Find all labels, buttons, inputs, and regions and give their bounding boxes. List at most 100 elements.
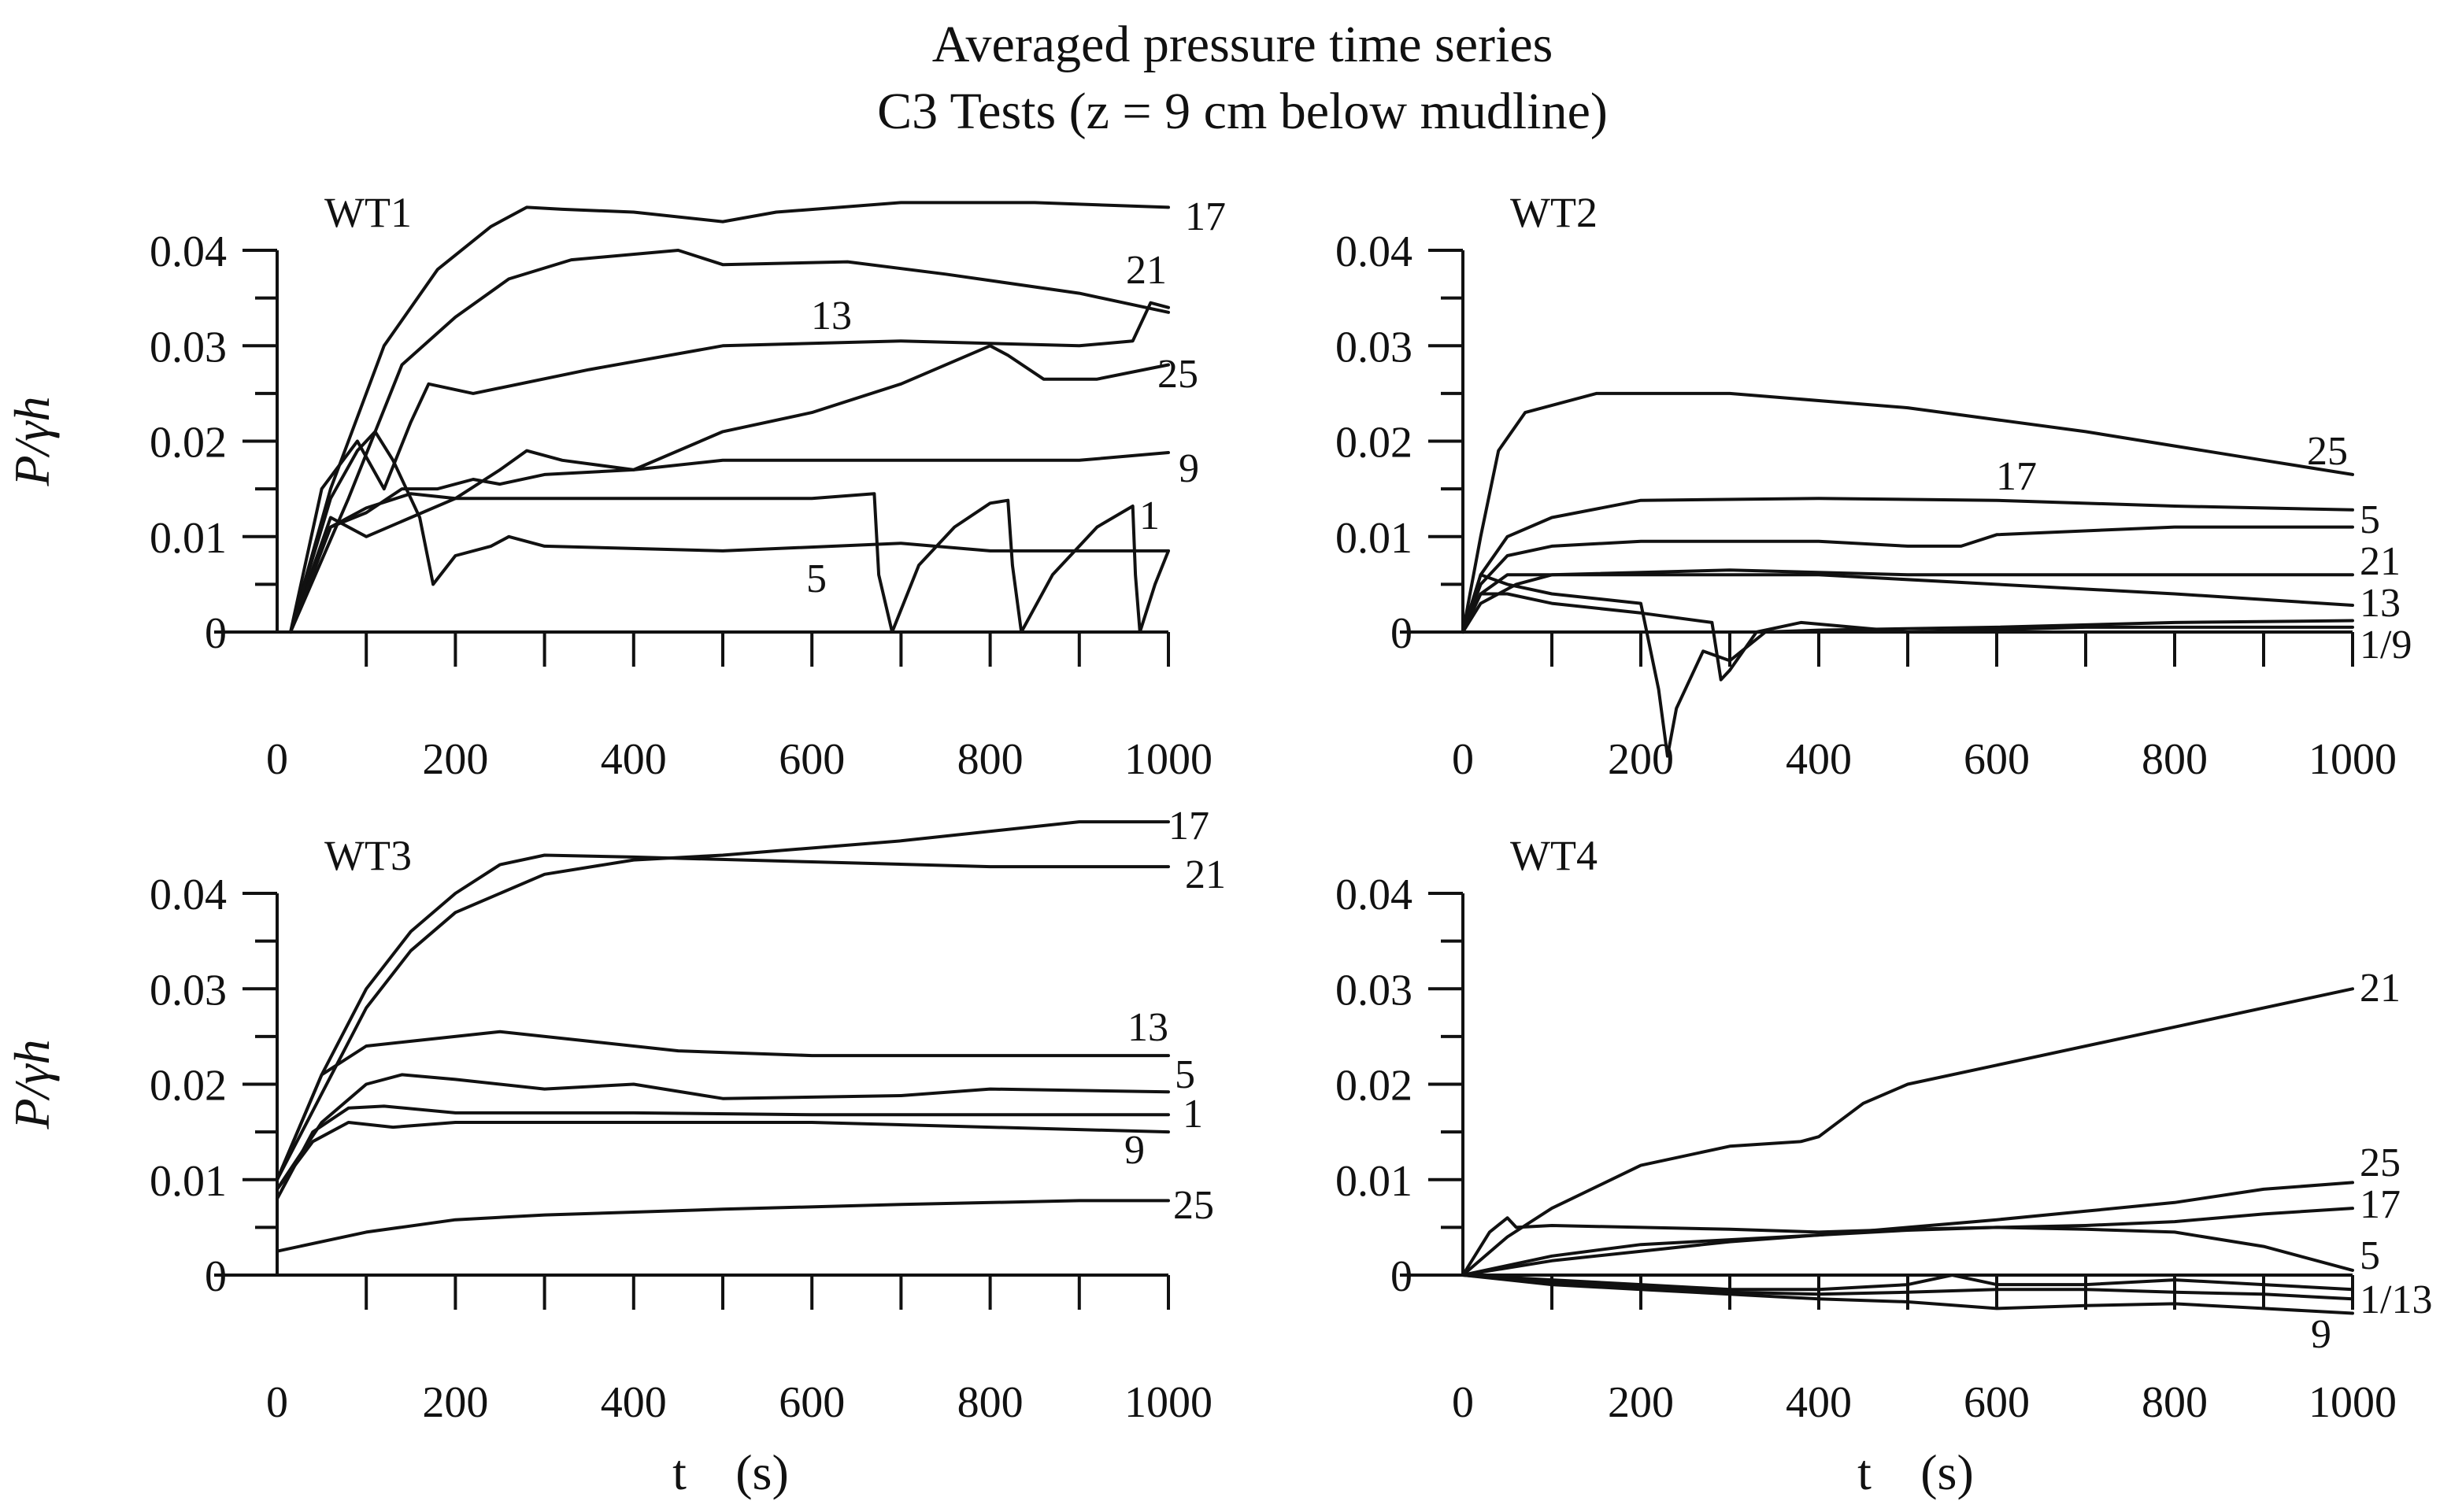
y-tick-label: 0.03 <box>150 966 227 1015</box>
series-line-9 <box>1461 592 2354 682</box>
x-tick-label: 200 <box>422 1378 488 1427</box>
figure-title-line2: C3 Tests (z = 9 cm below mudline) <box>877 83 1608 140</box>
series-label: 5 <box>2360 497 2380 542</box>
series-line-21 <box>1461 568 2354 634</box>
y-tick-label: 0.04 <box>1335 871 1412 919</box>
series-label: 21 <box>2360 966 2401 1011</box>
y-tick-label: 0.01 <box>1335 1157 1412 1206</box>
y-axis-label: P/γh <box>4 396 60 486</box>
y-tick-label: 0.03 <box>1335 966 1412 1015</box>
series-label: 13 <box>2360 581 2401 626</box>
series-label: 5 <box>806 556 827 601</box>
series-label: 13 <box>811 294 852 338</box>
y-tick-label: 0 <box>1390 609 1412 658</box>
series-label: 5 <box>1175 1052 1195 1097</box>
series-line-1 <box>289 492 1170 634</box>
x-tick-label: 600 <box>779 735 845 784</box>
series-line-25 <box>1461 1181 2354 1277</box>
x-tick-label: 800 <box>2142 1378 2208 1427</box>
series-label: 25 <box>2360 1140 2401 1185</box>
series-line-5 <box>276 1073 1170 1191</box>
series-line-25 <box>1461 391 2354 634</box>
panels: 00.010.020.030.040 200 400 600 800 1000WT1P/γ… <box>4 189 2432 1500</box>
series-line-17 <box>276 820 1170 1181</box>
x-tick-label: 0 <box>266 735 288 784</box>
x-tick-label: 0 <box>1452 1378 1474 1427</box>
series-label: 17 <box>1185 194 1226 239</box>
series-line-13 <box>1461 573 2354 634</box>
series-label: 25 <box>1157 352 1198 397</box>
x-tick-label: 0 <box>1452 735 1474 784</box>
series-line-13 <box>289 301 1170 634</box>
x-tick-label: 200 <box>422 735 488 784</box>
series-label: 17 <box>1168 804 1209 848</box>
series-label: 21 <box>1126 248 1167 293</box>
y-tick-label: 0.01 <box>150 1157 227 1206</box>
y-tick-label: 0 <box>205 609 227 658</box>
x-tick-label: 0 <box>266 1378 288 1427</box>
x-tick-label: 800 <box>957 1378 1024 1427</box>
panel-title: WT1 <box>324 189 412 236</box>
x-tick-label: 400 <box>601 1378 667 1427</box>
series-label: 25 <box>2307 429 2348 474</box>
x-tick-label: 1000 <box>2308 1378 2397 1427</box>
x-tick-label: 1000 <box>1124 1378 1213 1427</box>
x-tick-label: 1000 <box>2308 735 2397 784</box>
x-tick-label: 600 <box>779 1378 845 1427</box>
series-label: 21 <box>2360 539 2401 584</box>
x-tick-label: 200 <box>1608 735 1674 784</box>
series-label: 17 <box>1996 454 2037 499</box>
y-tick-label: 0 <box>205 1252 227 1301</box>
series-label: 9 <box>1124 1128 1145 1173</box>
series-label: 1 <box>1139 494 1160 538</box>
y-tick-label: 0.02 <box>150 1062 227 1111</box>
series-label: 9 <box>1179 446 1199 491</box>
series-line-21 <box>1461 987 2354 1277</box>
series-label: 5 <box>2360 1233 2380 1278</box>
y-tick-label: 0.04 <box>150 871 227 919</box>
series-line-13 <box>1461 1274 2354 1301</box>
series-line-13 <box>276 1030 1170 1181</box>
panel-wt1: 0 0.01 0.02 0.03 0.04 0 200 400 600 800 1000 WT1 P/γ… <box>4 189 1226 784</box>
y-tick-label: 0.04 <box>150 227 227 276</box>
series-label: 17 <box>2360 1182 2401 1227</box>
series-label: 13 <box>1127 1005 1168 1050</box>
series-line-1 <box>1461 573 2354 758</box>
x-axis-label-t: t <box>672 1444 687 1500</box>
series-label: 1 <box>1183 1092 1203 1137</box>
series-line-1 <box>1461 1274 2354 1292</box>
series-line-17 <box>1461 1207 2354 1277</box>
y-tick-label: 0 <box>1390 1252 1412 1301</box>
series-label: 25 <box>1173 1183 1214 1228</box>
series-line-5 <box>1461 525 2354 634</box>
series-line-21 <box>276 853 1170 1181</box>
panel-wt2: 0 0.01 0.02 0.03 0.04 0 200 400 600 800 1000 WT2 25 1… <box>1335 189 2412 784</box>
series-line-5 <box>289 430 1170 634</box>
x-tick-label: 600 <box>1964 1378 2030 1427</box>
panel-wt4: 0 0.01 0.02 0.03 0.04 0 200 400 600 800 1000 WT4 t (s… <box>1335 832 2432 1500</box>
series-line-1 <box>276 1104 1170 1200</box>
x-tick-label: 200 <box>1608 1378 1674 1427</box>
x-axis-label-t: t <box>1857 1444 1872 1500</box>
x-tick-label: 400 <box>1786 735 1852 784</box>
y-tick-label: 0.01 <box>1335 514 1412 563</box>
y-tick-label: 0.02 <box>1335 419 1412 468</box>
x-tick-label: 600 <box>1964 735 2030 784</box>
series-line-25 <box>276 1199 1170 1253</box>
series-line-21 <box>289 249 1170 634</box>
series-line-9 <box>276 1121 1170 1191</box>
x-tick-label: 400 <box>601 735 667 784</box>
y-tick-label: 0.04 <box>1335 227 1412 276</box>
series-line-17 <box>289 201 1170 634</box>
y-tick-label: 0.01 <box>150 514 227 563</box>
x-tick-label: 800 <box>2142 735 2208 784</box>
series-label: 1/9 <box>2360 623 2412 667</box>
panel-title: WT2 <box>1510 189 1598 236</box>
figure-title-line1: Averaged pressure time series <box>932 16 1553 73</box>
x-axis-label-unit: (s) <box>735 1444 789 1500</box>
panel-wt3: 0 0.01 0.02 0.03 0.04 0 200 400 600 800 1000 WT3 P/γ… <box>4 804 1226 1500</box>
x-axis-label-unit: (s) <box>1920 1444 1974 1500</box>
y-tick-label: 0.03 <box>150 323 227 372</box>
series-line-9 <box>289 451 1170 634</box>
